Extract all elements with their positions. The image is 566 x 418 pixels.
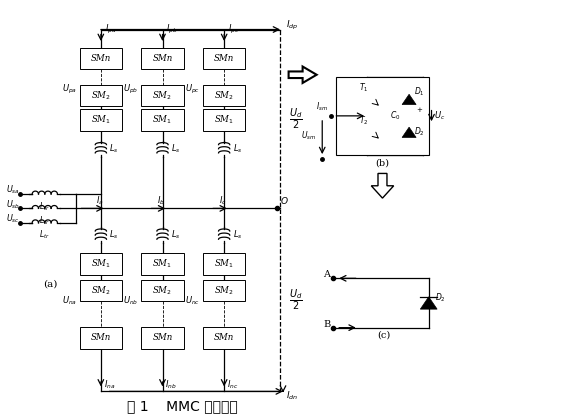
Text: $L_{tr}$: $L_{tr}$: [40, 214, 50, 227]
Text: $L_s$: $L_s$: [109, 143, 119, 155]
Text: $\dfrac{U_d}{2}$: $\dfrac{U_d}{2}$: [289, 288, 302, 312]
Bar: [80, 48, 122, 69]
Text: $U_{pc}$: $U_{pc}$: [185, 83, 200, 96]
Text: $L_s$: $L_s$: [109, 229, 119, 241]
Text: $U_{pb}$: $U_{pb}$: [123, 83, 139, 96]
Bar: [142, 280, 183, 301]
Bar: [80, 84, 122, 106]
Text: $I_{nb}$: $I_{nb}$: [165, 378, 177, 391]
Text: SMn: SMn: [214, 334, 234, 342]
Text: SM$_2$: SM$_2$: [214, 284, 234, 297]
Bar: [80, 280, 122, 301]
Text: SMn: SMn: [152, 334, 173, 342]
Text: $U_{sb}$: $U_{sb}$: [6, 198, 20, 211]
Text: $U_{sc}$: $U_{sc}$: [6, 213, 19, 225]
Text: $T_1$: $T_1$: [359, 82, 368, 94]
Text: $I_{pb}$: $I_{pb}$: [166, 23, 178, 36]
Text: (a): (a): [43, 280, 58, 288]
Text: SM$_2$: SM$_2$: [152, 284, 173, 297]
Bar: [203, 109, 245, 131]
Bar: [203, 280, 245, 301]
Bar: [336, 77, 428, 155]
Bar: [80, 109, 122, 131]
Text: $L_s$: $L_s$: [233, 143, 242, 155]
Bar: [142, 253, 183, 275]
Text: $I_c$: $I_c$: [218, 194, 226, 207]
Polygon shape: [371, 173, 394, 198]
Bar: [142, 84, 183, 106]
Text: $O$: $O$: [280, 195, 289, 206]
Polygon shape: [402, 127, 416, 138]
Text: $U_{pa}$: $U_{pa}$: [62, 83, 77, 96]
Text: SM$_2$: SM$_2$: [152, 89, 173, 102]
Bar: [142, 48, 183, 69]
Text: A: A: [323, 270, 331, 280]
Text: SM$_2$: SM$_2$: [91, 89, 111, 102]
Text: $I_{pc}$: $I_{pc}$: [228, 23, 239, 36]
Text: SM$_1$: SM$_1$: [152, 257, 173, 270]
Text: $L_s$: $L_s$: [171, 143, 181, 155]
Text: (c): (c): [378, 331, 391, 340]
Text: SM$_2$: SM$_2$: [214, 89, 234, 102]
Bar: [142, 327, 183, 349]
Bar: [80, 327, 122, 349]
Text: SM$_1$: SM$_1$: [152, 114, 173, 126]
Text: $I_{na}$: $I_{na}$: [104, 378, 115, 391]
Bar: [142, 109, 183, 131]
Text: $I_{nc}$: $I_{nc}$: [227, 378, 238, 391]
Bar: [80, 253, 122, 275]
Text: SM$_1$: SM$_1$: [91, 114, 111, 126]
Text: $L_{tr}$: $L_{tr}$: [40, 229, 50, 242]
Text: $I_a$: $I_a$: [96, 194, 104, 207]
Text: SM$_1$: SM$_1$: [214, 257, 234, 270]
Text: $I_{dp}$: $I_{dp}$: [286, 19, 298, 32]
Text: $T_2$: $T_2$: [359, 114, 368, 127]
Text: $U_{na}$: $U_{na}$: [62, 295, 77, 307]
Text: SMn: SMn: [152, 54, 173, 63]
Text: SMn: SMn: [214, 54, 234, 63]
Polygon shape: [289, 66, 316, 83]
Text: $D_2$: $D_2$: [414, 125, 424, 138]
Text: $C_0$: $C_0$: [390, 110, 400, 122]
Bar: [203, 327, 245, 349]
Text: SM$_1$: SM$_1$: [91, 257, 111, 270]
Text: $D_1$: $D_1$: [414, 86, 424, 98]
Bar: [203, 84, 245, 106]
Text: (b): (b): [375, 158, 389, 167]
Text: SMn: SMn: [91, 334, 111, 342]
Text: B: B: [323, 320, 331, 329]
Bar: [203, 48, 245, 69]
Text: $L_s$: $L_s$: [233, 229, 242, 241]
Text: $I_b$: $I_b$: [157, 194, 165, 207]
Text: $D_2$: $D_2$: [435, 292, 446, 304]
Text: 图 1    MMC 拓扑结构: 图 1 MMC 拓扑结构: [127, 400, 238, 414]
Polygon shape: [402, 94, 416, 104]
Text: $U_{nb}$: $U_{nb}$: [123, 295, 139, 307]
Polygon shape: [421, 297, 437, 309]
Text: $U_{nc}$: $U_{nc}$: [185, 295, 200, 307]
Text: SM$_1$: SM$_1$: [214, 114, 234, 126]
Text: SM$_2$: SM$_2$: [91, 284, 111, 297]
Text: $I_{sm}$: $I_{sm}$: [316, 101, 328, 113]
Bar: [203, 253, 245, 275]
Text: SMn: SMn: [91, 54, 111, 63]
Text: $U_{sa}$: $U_{sa}$: [6, 184, 19, 196]
Text: $I_{dn}$: $I_{dn}$: [286, 390, 298, 402]
Text: $U_{sm}$: $U_{sm}$: [301, 129, 316, 142]
Text: $+$: $+$: [416, 105, 423, 114]
Text: $I_{pa}$: $I_{pa}$: [105, 23, 116, 36]
Text: $L_s$: $L_s$: [171, 229, 181, 241]
Text: $L_{tr}$: $L_{tr}$: [40, 200, 50, 213]
Text: $U_c$: $U_c$: [434, 110, 445, 122]
Text: $\dfrac{U_d}{2}$: $\dfrac{U_d}{2}$: [289, 107, 302, 131]
